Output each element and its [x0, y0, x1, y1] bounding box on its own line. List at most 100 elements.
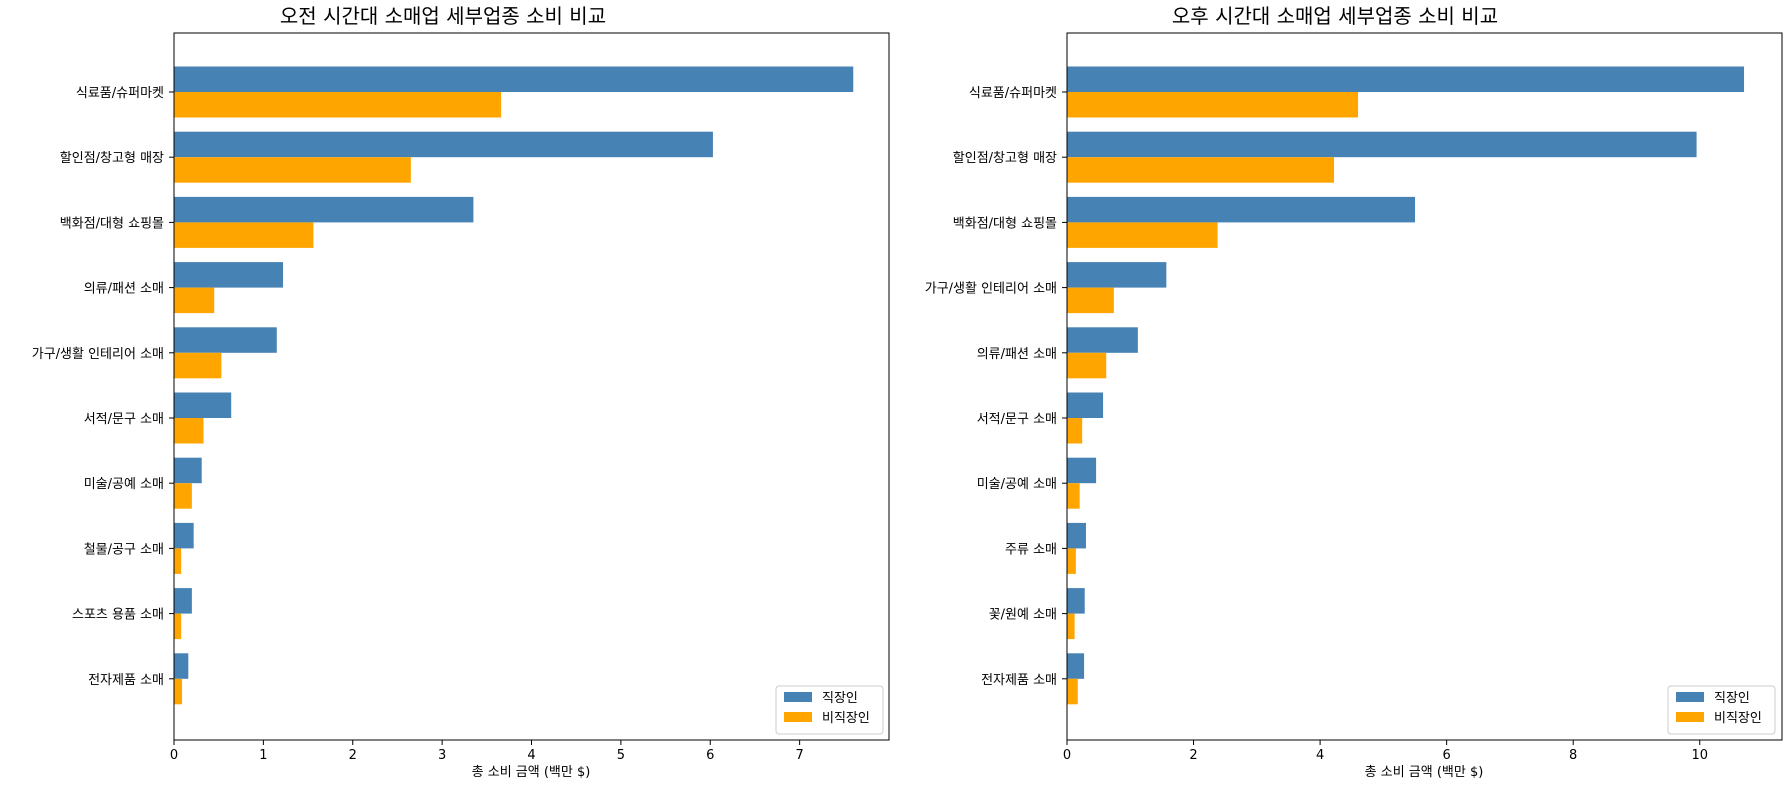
- afternoon-bars: [1067, 66, 1745, 705]
- morning-bar-employee: [174, 66, 854, 92]
- afternoon-bar-employee: [1067, 653, 1085, 679]
- morning-legend-label-employee: 직장인: [822, 691, 858, 706]
- morning-bar-non-employee: [174, 483, 192, 509]
- afternoon-bar-non-employee: [1067, 613, 1075, 640]
- afternoon-x-tick-label: 0: [1063, 748, 1071, 763]
- morning-bar-non-employee: [174, 352, 222, 379]
- morning-category-label: 의류/패션 소매: [84, 282, 164, 297]
- afternoon-bar-employee: [1067, 66, 1745, 92]
- afternoon-legend-label-employee: 직장인: [1714, 691, 1750, 706]
- morning-x-tick-label: 2: [349, 748, 357, 763]
- morning-bar-non-employee: [174, 287, 215, 314]
- morning-legend-label-non-employee: 비직장인: [822, 711, 870, 726]
- morning-x-tick-label: 5: [617, 748, 625, 763]
- morning-x-tick-label: 6: [706, 748, 714, 763]
- morning-bar-employee: [174, 392, 232, 418]
- afternoon-category-label: 주류 소매: [1005, 542, 1057, 557]
- afternoon-category-label: 백화점/대형 쇼핑몰: [953, 216, 1057, 231]
- afternoon-bar-non-employee: [1067, 548, 1076, 574]
- afternoon-bar-non-employee: [1067, 352, 1107, 379]
- morning-chart-panel: 오전 시간대 소매업 세부업종 소비 비교 0 1 2 3 4 5 6 7 식료품/슈퍼마켓할…: [32, 4, 890, 780]
- afternoon-category-label: 서적/문구 소매: [977, 412, 1057, 427]
- afternoon-plot-frame: [1066, 32, 1783, 741]
- morning-bar-employee: [174, 262, 284, 288]
- morning-x-tick-label: 3: [438, 748, 446, 763]
- afternoon-bar-non-employee: [1067, 222, 1218, 248]
- morning-category-label: 전자제품 소매: [88, 673, 164, 688]
- morning-bar-non-employee: [174, 222, 314, 248]
- morning-bar-employee: [174, 327, 277, 353]
- morning-legend-swatch-non-employee: [784, 712, 812, 722]
- afternoon-bar-non-employee: [1067, 678, 1078, 705]
- afternoon-bar-employee: [1067, 262, 1167, 288]
- morning-bar-non-employee: [174, 613, 182, 640]
- afternoon-bar-employee: [1067, 588, 1085, 614]
- afternoon-legend-label-non-employee: 비직장인: [1714, 711, 1762, 726]
- afternoon-bar-non-employee: [1067, 92, 1359, 118]
- afternoon-bar-employee: [1067, 131, 1697, 158]
- afternoon-category-label: 할인점/창고형 매장: [953, 151, 1057, 166]
- afternoon-bar-non-employee: [1067, 418, 1083, 444]
- afternoon-x-axis-label: 총 소비 금액 (백만 $): [1365, 765, 1484, 780]
- morning-bars: [174, 66, 854, 705]
- morning-legend-swatch-employee: [784, 692, 812, 702]
- afternoon-chart-title: 오후 시간대 소매업 세부업종 소비 비교: [1172, 4, 1498, 28]
- morning-legend: 직장인 비직장인: [775, 685, 884, 735]
- afternoon-x-tick-label: 4: [1316, 748, 1324, 763]
- morning-x-axis-ticks: 0 1 2 3 4 5 6 7: [170, 740, 804, 763]
- afternoon-category-label: 의류/패션 소매: [977, 347, 1057, 362]
- afternoon-legend: 직장인 비직장인: [1667, 685, 1776, 735]
- morning-category-label: 서적/문구 소매: [84, 412, 164, 427]
- morning-category-label: 철물/공구 소매: [84, 542, 164, 557]
- afternoon-bar-non-employee: [1067, 483, 1080, 509]
- morning-bar-non-employee: [174, 548, 182, 574]
- afternoon-category-label: 미술/공예 소매: [977, 477, 1057, 492]
- afternoon-category-label: 꽃/원예 소매: [989, 608, 1057, 623]
- afternoon-bar-employee: [1067, 392, 1104, 418]
- morning-x-tick-label: 1: [259, 748, 267, 763]
- afternoon-category-label: 전자제품 소매: [981, 673, 1057, 688]
- morning-bar-non-employee: [174, 157, 411, 183]
- morning-category-label: 식료품/슈퍼마켓: [76, 86, 164, 101]
- morning-x-axis-label: 총 소비 금액 (백만 $): [472, 765, 591, 780]
- morning-x-tick-label: 4: [527, 748, 535, 763]
- morning-category-label: 백화점/대형 쇼핑몰: [60, 216, 164, 231]
- morning-category-label: 할인점/창고형 매장: [60, 151, 164, 166]
- morning-bar-employee: [174, 457, 202, 484]
- morning-bar-non-employee: [174, 418, 204, 444]
- morning-bar-employee: [174, 588, 192, 614]
- afternoon-legend-swatch-employee: [1676, 692, 1704, 702]
- morning-bar-employee: [174, 653, 189, 679]
- afternoon-bar-non-employee: [1067, 157, 1335, 183]
- morning-category-label: 미술/공예 소매: [84, 477, 164, 492]
- afternoon-x-axis-ticks: 0 2 4 6 8 10: [1063, 740, 1708, 763]
- morning-chart-title: 오전 시간대 소매업 세부업종 소비 비교: [280, 4, 606, 28]
- afternoon-legend-swatch-non-employee: [1676, 712, 1704, 722]
- afternoon-bar-employee: [1067, 196, 1416, 223]
- morning-category-label: 스포츠 용품 소매: [72, 608, 164, 623]
- morning-bar-employee: [174, 196, 474, 223]
- morning-bar-non-employee: [174, 92, 502, 118]
- morning-bar-non-employee: [174, 678, 183, 705]
- afternoon-category-label: 식료품/슈퍼마켓: [969, 86, 1057, 101]
- afternoon-category-label: 가구/생활 인테리어 소매: [925, 282, 1057, 297]
- afternoon-x-tick-label: 6: [1443, 748, 1451, 763]
- afternoon-x-tick-label: 8: [1569, 748, 1577, 763]
- morning-bar-employee: [174, 522, 194, 549]
- afternoon-bar-non-employee: [1067, 287, 1114, 314]
- morning-bar-employee: [174, 131, 713, 158]
- morning-plot-frame: [173, 32, 890, 741]
- afternoon-bar-employee: [1067, 522, 1086, 549]
- morning-x-tick-label: 0: [170, 748, 178, 763]
- morning-x-tick-label: 7: [795, 748, 803, 763]
- afternoon-x-tick-label: 10: [1691, 748, 1708, 763]
- afternoon-chart-panel: 오후 시간대 소매업 세부업종 소비 비교 0 2 4 6 8 10 식료품/슈퍼마켓할인…: [925, 4, 1783, 780]
- afternoon-bar-employee: [1067, 457, 1097, 484]
- afternoon-bar-employee: [1067, 327, 1138, 353]
- morning-category-label: 가구/생활 인테리어 소매: [32, 347, 164, 362]
- afternoon-x-tick-label: 2: [1189, 748, 1197, 763]
